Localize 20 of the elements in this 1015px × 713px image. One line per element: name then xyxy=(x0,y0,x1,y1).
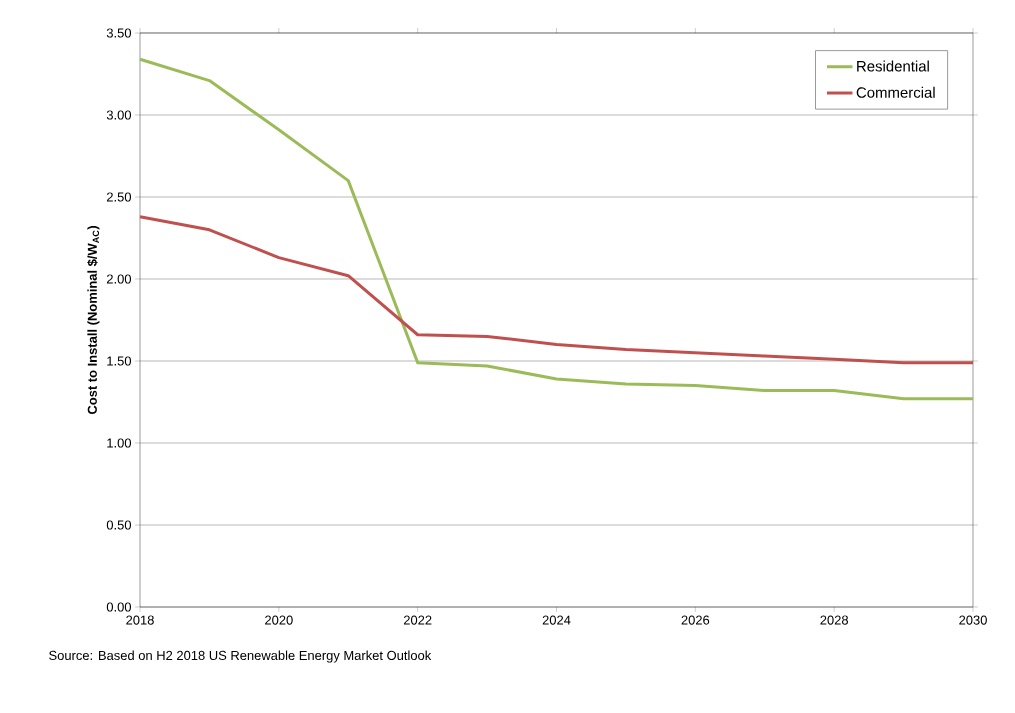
y-tick-label: 2.50 xyxy=(106,192,132,202)
y-tick-label: 3.00 xyxy=(106,110,132,120)
y-tick-label: 1.00 xyxy=(107,438,132,448)
x-tick-label: 2020 xyxy=(265,615,293,625)
y-tick-label: 3.50 xyxy=(106,28,132,38)
legend-label: Commercial xyxy=(856,86,935,98)
x-tick-label: 2028 xyxy=(820,615,849,625)
x-tick-label: 2022 xyxy=(403,615,432,625)
y-axis-title: Cost to Install (Nominal $/W$_{AC}$) xyxy=(87,226,100,415)
y-tick-label: 1.50 xyxy=(107,356,132,366)
x-tick-label: 2026 xyxy=(681,615,710,625)
x-tick-label: 2018 xyxy=(126,615,154,625)
y-tick-label: 0.00 xyxy=(106,602,132,612)
source-note: Source: Based on H2 2018 US Renewable Energy Market Outlook xyxy=(49,650,432,663)
y-tick-label: 2.00 xyxy=(106,274,132,284)
x-tick-label: 2024 xyxy=(542,615,571,625)
x-tick-label: 2030 xyxy=(959,615,987,625)
line-series xyxy=(138,57,975,401)
legend-label: Residential xyxy=(857,60,929,72)
y-tick-label: 0.50 xyxy=(106,520,132,530)
